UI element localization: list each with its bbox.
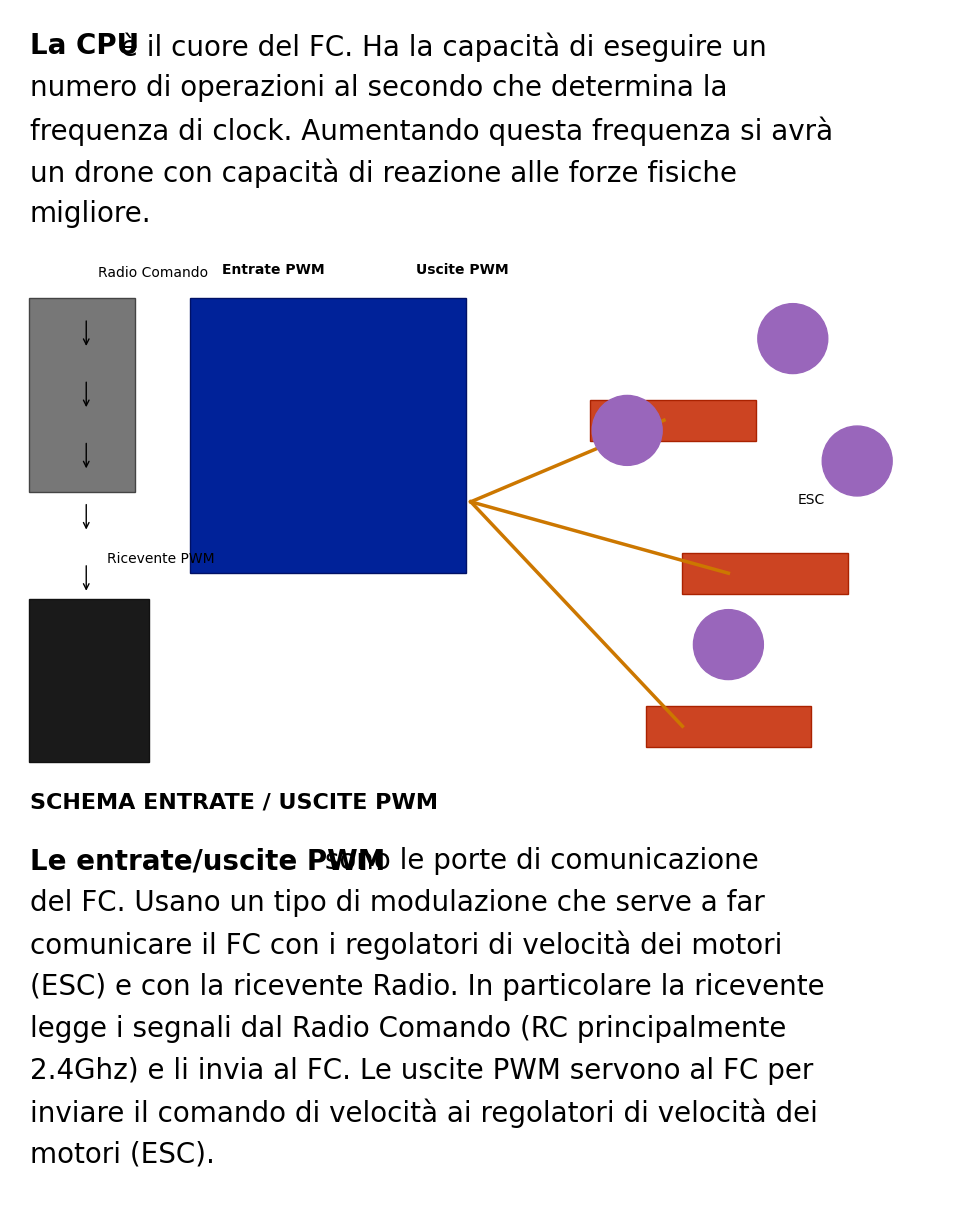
Text: Ricevente PWM: Ricevente PWM [108, 551, 215, 566]
Text: motori (ESC).: motori (ESC). [30, 1142, 215, 1170]
Text: è il cuore del FC. Ha la capacità di eseguire un: è il cuore del FC. Ha la capacità di ese… [111, 32, 766, 62]
Bar [29, 599, 149, 762]
Text: (ESC) e con la ricevente Radio. In particolare la ricevente: (ESC) e con la ricevente Radio. In parti… [30, 974, 825, 1002]
Text: sono le porte di comunicazione: sono le porte di comunicazione [316, 847, 758, 875]
Text: legge i segnali dal Radio Comando (RC principalmente: legge i segnali dal Radio Comando (RC pr… [30, 1015, 786, 1043]
Bar [190, 298, 467, 573]
Text: SCHEMA ENTRATE / USCITE PWM: SCHEMA ENTRATE / USCITE PWM [30, 792, 438, 812]
Circle shape [822, 426, 892, 497]
Circle shape [592, 396, 662, 465]
Bar [645, 706, 811, 746]
Text: numero di operazioni al secondo che determina la: numero di operazioni al secondo che dete… [30, 74, 728, 102]
Text: frequenza di clock. Aumentando questa frequenza si avrà: frequenza di clock. Aumentando questa fr… [30, 116, 833, 146]
Bar [20, 257, 940, 767]
Circle shape [757, 303, 828, 374]
Bar [29, 298, 135, 492]
Text: comunicare il FC con i regolatori di velocità dei motori: comunicare il FC con i regolatori di vel… [30, 931, 782, 960]
Circle shape [693, 610, 763, 679]
Text: migliore.: migliore. [30, 200, 152, 228]
Text: ESC: ESC [798, 493, 825, 507]
Text: del FC. Usano un tipo di modulazione che serve a far: del FC. Usano un tipo di modulazione che… [30, 888, 765, 916]
Text: Uscite PWM: Uscite PWM [416, 263, 508, 277]
Text: inviare il comando di velocità ai regolatori di velocità dei: inviare il comando di velocità ai regola… [30, 1099, 818, 1128]
Bar [590, 400, 756, 441]
Bar [683, 553, 848, 594]
Text: Radio Comando: Radio Comando [98, 267, 208, 280]
Text: 2.4Ghz) e li invia al FC. Le uscite PWM servono al FC per: 2.4Ghz) e li invia al FC. Le uscite PWM … [30, 1058, 813, 1086]
Text: Entrate PWM: Entrate PWM [223, 263, 325, 277]
Text: un drone con capacità di reazione alle forze fisiche: un drone con capacità di reazione alle f… [30, 158, 737, 187]
Text: La CPU: La CPU [30, 32, 139, 60]
Text: Le entrate/uscite PWM: Le entrate/uscite PWM [30, 847, 385, 875]
